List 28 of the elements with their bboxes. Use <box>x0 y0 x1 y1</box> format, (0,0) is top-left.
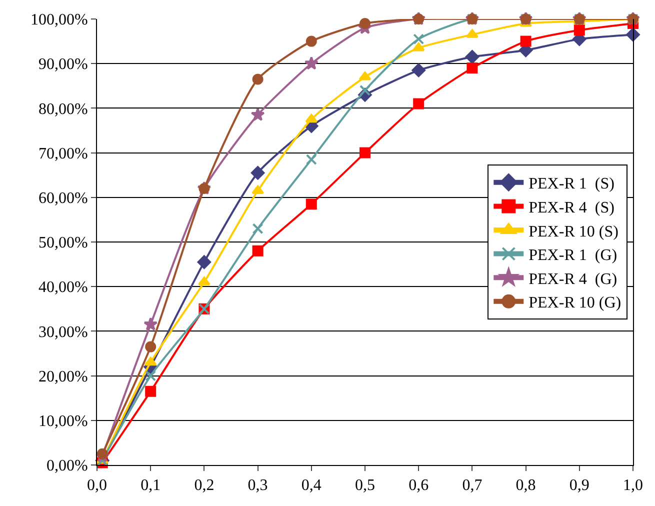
x-tick-label: 0,1 <box>140 477 161 494</box>
x-tick-label: 0,0 <box>87 477 107 494</box>
y-tick-label: 40,00% <box>38 279 88 296</box>
x-tick-label: 0,3 <box>248 477 268 494</box>
x-tick-label: 0,6 <box>408 477 429 494</box>
legend-label: PEX-R 4 (G) <box>528 270 618 288</box>
y-tick-label: 50,00% <box>38 234 88 252</box>
x-tick-label: 0,8 <box>516 477 536 494</box>
x-tick-label: 0,7 <box>462 477 482 494</box>
y-tick-label: 100,00% <box>30 12 88 29</box>
legend-label: PEX-R 10 (S) <box>528 223 618 240</box>
y-tick-label: 70,00% <box>38 145 88 162</box>
x-tick-label: 0,2 <box>194 477 214 494</box>
y-tick-label: 0,00% <box>46 458 88 475</box>
y-tick-label: 10,00% <box>38 413 88 430</box>
legend-label: PEX-R 4 (S) <box>528 199 614 216</box>
legend-label: PEX-R 10 (G) <box>528 294 622 312</box>
legend-label: PEX-R 1 (S) <box>528 176 614 193</box>
y-tick-label: 60,00% <box>38 190 88 207</box>
x-tick-label: 0,9 <box>569 477 590 494</box>
y-tick-label: 30,00% <box>38 324 88 341</box>
legend-label: PEX-R 1 (G) <box>528 247 618 264</box>
x-tick-label: 0,4 <box>301 477 322 494</box>
y-tick-label: 90,00% <box>38 56 88 74</box>
y-tick-label: 80,00% <box>38 100 88 118</box>
y-tick-label: 20,00% <box>38 368 88 386</box>
x-tick-label: 0,5 <box>355 477 375 494</box>
x-tick-label: 1,0 <box>623 477 643 494</box>
